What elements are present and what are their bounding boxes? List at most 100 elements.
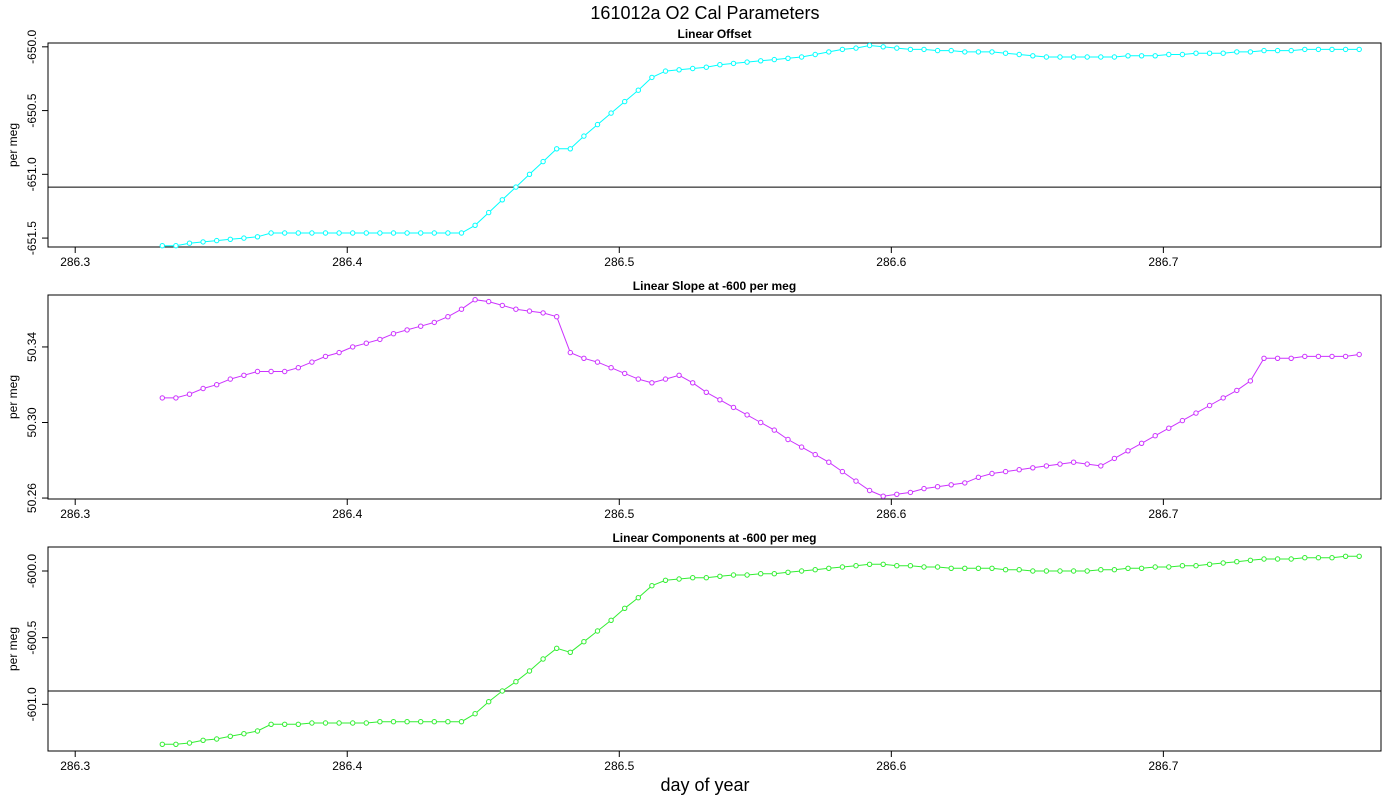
linear-slope-data-point: [159, 395, 166, 401]
linear-slope-data-point: [499, 302, 505, 309]
linear-offset-data-point: [1030, 53, 1036, 59]
linear-components-data-point: [989, 565, 995, 571]
linear-slope-data-point: [730, 404, 737, 411]
linear-slope-data-point: [771, 427, 777, 433]
linear-components-x-tick-label: 286.5: [604, 759, 634, 773]
linear-components-data-point: [962, 565, 968, 571]
linear-slope-data-point: [1247, 378, 1254, 384]
linear-offset-data-point: [214, 237, 220, 244]
linear-slope-series-line: [162, 299, 1360, 497]
linear-slope-data-point: [1206, 402, 1213, 409]
linear-components-data-point: [771, 571, 777, 577]
linear-components-series-line: [162, 555, 1360, 745]
linear-components-data-point: [350, 720, 356, 726]
linear-components-data-point: [1274, 556, 1281, 562]
linear-components-data-point: [1315, 555, 1322, 561]
linear-slope-data-point: [662, 376, 669, 382]
linear-slope-data-point: [214, 382, 220, 388]
linear-components-data-point: [676, 576, 682, 582]
linear-offset-data-point: [486, 209, 492, 216]
linear-offset-data-point: [295, 230, 301, 236]
linear-offset-data-point: [866, 42, 873, 49]
linear-offset-data-point: [200, 239, 206, 245]
linear-slope-data-point: [526, 308, 533, 314]
linear-components-data-point: [1166, 564, 1172, 570]
linear-offset-data-point: [1329, 46, 1335, 53]
linear-components-data-point: [1234, 559, 1240, 565]
linear-components-data-point: [1016, 567, 1022, 573]
linear-offset-data-point: [186, 240, 193, 246]
linear-offset-data-point: [690, 65, 696, 72]
figure-title: 161012a O2 Cal Parameters: [590, 3, 819, 23]
linear-slope-data-point: [1329, 353, 1335, 360]
linear-slope-data-point: [622, 370, 628, 377]
linear-components-data-point: [1193, 563, 1199, 569]
linear-offset-data-point: [798, 54, 805, 60]
linear-slope-data-point: [472, 297, 478, 303]
linear-offset-data-point: [1315, 46, 1322, 53]
linear-offset-data-point: [962, 49, 968, 55]
linear-slope-data-point: [1057, 461, 1063, 467]
linear-offset-data-point: [717, 61, 723, 68]
linear-offset-data-point: [1098, 54, 1104, 60]
linear-components-data-point: [1084, 568, 1090, 574]
linear-offset-data-point: [853, 45, 859, 51]
linear-slope-y-tick-label: 50.34: [25, 332, 39, 362]
linear-offset-y-tick-label: -650.0: [25, 29, 39, 63]
linear-components-data-point: [241, 731, 247, 737]
linear-offset-data-point: [880, 44, 886, 50]
linear-components-data-point: [948, 565, 954, 571]
linear-components-data-point: [1030, 568, 1036, 574]
linear-offset-data-point: [907, 46, 914, 53]
linear-slope-data-point: [1016, 467, 1022, 473]
linear-slope-data-point: [390, 331, 397, 337]
linear-components-x-tick-label: 286.4: [332, 759, 362, 773]
linear-offset-x-tick-label: 286.5: [604, 255, 634, 269]
linear-components-data-point: [173, 741, 179, 747]
linear-offset-x-tick-label: 286.4: [332, 255, 362, 269]
linear-components-data-point: [1138, 565, 1145, 571]
x-axis-label: day of year: [660, 775, 749, 795]
linear-offset-data-point: [377, 230, 383, 236]
linear-components-title: Linear Components at -600 per meg: [612, 531, 816, 545]
linear-components-data-point: [690, 575, 696, 581]
linear-components-data-point: [826, 565, 832, 571]
linear-slope-data-point: [282, 368, 288, 375]
linear-components-data-point: [798, 568, 805, 574]
linear-offset-data-point: [894, 45, 900, 51]
linear-offset-data-point: [948, 47, 954, 54]
linear-slope-data-point: [1043, 463, 1050, 469]
linear-components-data-point: [880, 561, 886, 567]
linear-slope-data-point: [1030, 465, 1036, 471]
linear-offset-x-tick-label: 286.3: [60, 255, 90, 269]
linear-slope-data-point: [254, 368, 261, 375]
linear-components-data-point: [812, 567, 818, 573]
linear-offset-data-point: [1234, 49, 1240, 55]
linear-slope-x-tick-label: 286.4: [332, 507, 362, 521]
linear-offset-data-point: [989, 49, 995, 55]
linear-components-data-point: [1125, 565, 1131, 571]
linear-components-data-point: [1206, 561, 1213, 567]
linear-offset-data-point: [540, 158, 546, 165]
linear-components-data-point: [445, 719, 451, 725]
linear-slope-data-point: [894, 491, 900, 497]
linear-components-data-point: [635, 595, 641, 601]
linear-slope-data-point: [295, 365, 301, 371]
linear-slope-data-point: [1193, 410, 1199, 416]
linear-components-data-point: [227, 733, 234, 739]
linear-slope-data-point: [676, 372, 682, 378]
linear-components-data-point: [1002, 567, 1009, 573]
linear-slope-data-point: [1288, 355, 1294, 361]
linear-offset-title: Linear Offset: [677, 27, 751, 41]
linear-components-data-point: [254, 728, 261, 734]
linear-offset-data-point: [418, 230, 424, 236]
linear-components-data-point: [486, 699, 492, 705]
linear-components-y-tick-label: -600.5: [25, 620, 39, 654]
linear-slope-data-point: [975, 474, 982, 480]
linear-components-data-point: [622, 605, 628, 611]
linear-components-data-point: [662, 577, 669, 583]
linear-slope-data-point: [363, 340, 369, 346]
linear-components-data-point: [703, 575, 709, 581]
linear-offset-data-point: [934, 47, 941, 54]
linear-slope-data-point: [1342, 353, 1349, 360]
